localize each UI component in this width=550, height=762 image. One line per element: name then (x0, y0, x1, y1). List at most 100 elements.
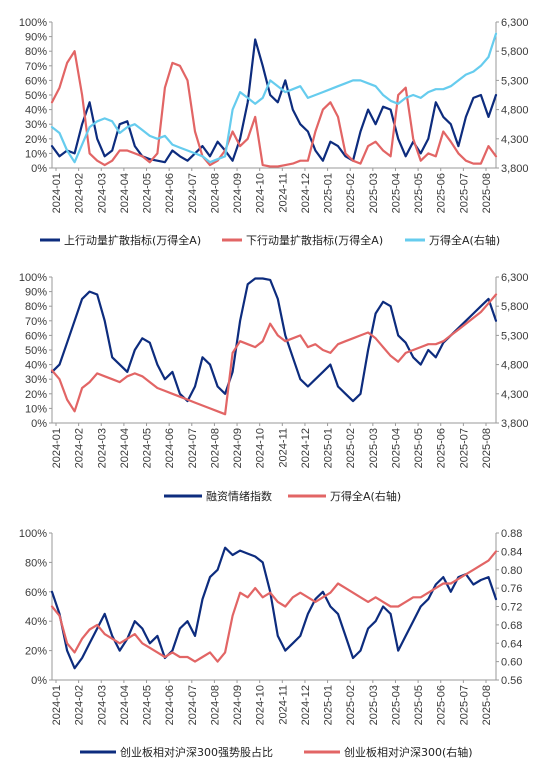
x-tick-label: 2025-03 (368, 173, 380, 213)
left-tick-label: 60% (25, 75, 47, 87)
right-tick-label: 0.64 (501, 638, 522, 650)
left-tick-label: 70% (25, 316, 47, 328)
right-tick-label: 5,300 (501, 75, 529, 87)
legend-label-2: 下行动量扩散指标(万得全A) (246, 233, 383, 247)
legend-label-1: 上行动量扩散指标(万得全A) (64, 233, 201, 247)
right-tick-label: 4,300 (501, 134, 529, 146)
right-tick-label: 0.68 (501, 620, 522, 632)
series-line-1 (50, 38, 498, 164)
x-tick-label: 2025-05 (413, 173, 425, 213)
left-tick-label: 30% (25, 119, 47, 131)
x-tick-label: 2025-04 (390, 428, 402, 468)
x-tick-label: 2024-11 (277, 685, 289, 725)
x-tick-label: 2024-03 (96, 685, 108, 725)
right-tick-label: 0.80 (501, 565, 522, 577)
left-tick-label: 0% (31, 418, 47, 430)
x-tick-label: 2025-04 (390, 173, 402, 213)
series-line-2 (50, 50, 498, 168)
right-tick-label: 5,300 (501, 330, 529, 342)
x-tick-label: 2024-04 (119, 173, 131, 213)
right-tick-label: 0.56 (501, 675, 522, 687)
x-tick-label: 2024-11 (277, 173, 289, 213)
left-tick-label: 20% (25, 389, 47, 401)
x-tick-label: 2024-09 (232, 685, 244, 725)
x-tick-label: 2025-06 (436, 685, 448, 725)
right-tick-label: 3,800 (501, 163, 529, 175)
left-tick-label: 60% (25, 587, 47, 599)
x-tick-label: 2024-08 (209, 173, 221, 213)
x-tick-label: 2025-01 (323, 685, 335, 725)
x-tick-label: 2024-05 (142, 173, 154, 213)
x-tick-label: 2024-09 (232, 173, 244, 213)
x-tick-label: 2024-05 (142, 428, 154, 468)
left-tick-label: 20% (25, 646, 47, 658)
x-tick-label: 2024-12 (300, 173, 312, 213)
x-tick-label: 2024-06 (164, 428, 176, 468)
x-tick-label: 2025-08 (481, 685, 493, 725)
x-tick-label: 2024-12 (300, 685, 312, 725)
left-tick-label: 10% (25, 148, 47, 160)
x-tick-label: 2024-07 (187, 685, 199, 725)
x-tick-label: 2024-01 (51, 173, 63, 213)
right-tick-label: 4,800 (501, 360, 529, 372)
left-tick-label: 10% (25, 403, 47, 415)
x-tick-label: 2024-01 (51, 685, 63, 725)
right-tick-label: 0.60 (501, 657, 522, 669)
x-tick-label: 2024-12 (300, 428, 312, 468)
x-tick-label: 2025-01 (323, 428, 335, 468)
x-tick-label: 2024-02 (74, 428, 86, 468)
x-tick-label: 2024-06 (164, 173, 176, 213)
x-tick-label: 2024-04 (119, 428, 131, 468)
x-tick-label: 2024-03 (96, 173, 108, 213)
x-tick-label: 2025-02 (345, 428, 357, 468)
left-tick-label: 20% (25, 134, 47, 146)
x-tick-label: 2025-03 (368, 428, 380, 468)
right-tick-label: 0.88 (501, 528, 522, 540)
right-tick-label: 6,300 (501, 272, 529, 284)
x-tick-label: 2025-05 (413, 428, 425, 468)
right-tick-label: 5,800 (501, 301, 529, 313)
x-tick-label: 2025-08 (481, 173, 493, 213)
left-tick-label: 40% (25, 616, 47, 628)
series-line-1 (50, 277, 498, 403)
left-tick-label: 80% (25, 557, 47, 569)
x-tick-label: 2024-07 (187, 173, 199, 213)
x-tick-label: 2025-03 (368, 685, 380, 725)
x-tick-label: 2024-10 (255, 685, 267, 725)
x-tick-label: 2025-07 (458, 685, 470, 725)
left-tick-label: 50% (25, 345, 47, 357)
x-tick-label: 2024-01 (51, 428, 63, 468)
left-tick-label: 90% (25, 32, 47, 44)
x-tick-label: 2025-07 (458, 173, 470, 213)
series-line-2 (50, 293, 498, 416)
right-tick-label: 0.72 (501, 602, 522, 614)
x-tick-label: 2024-05 (142, 685, 154, 725)
x-tick-label: 2024-08 (209, 428, 221, 468)
left-tick-label: 90% (25, 287, 47, 299)
left-tick-label: 40% (25, 360, 47, 372)
x-tick-label: 2024-07 (187, 428, 199, 468)
x-tick-label: 2024-11 (277, 428, 289, 468)
x-tick-label: 2025-05 (413, 685, 425, 725)
x-tick-label: 2025-01 (323, 173, 335, 213)
x-tick-label: 2024-02 (74, 685, 86, 725)
left-tick-label: 40% (25, 105, 47, 117)
right-tick-label: 0.84 (501, 546, 522, 558)
legend-label-3: 万得全A(右轴) (429, 233, 500, 247)
legend-label-1: 融资情绪指数 (206, 489, 272, 503)
left-tick-label: 100% (19, 528, 47, 540)
series-line-1 (50, 546, 498, 670)
series-line-3 (50, 32, 498, 164)
right-tick-label: 4,800 (501, 105, 529, 117)
left-tick-label: 60% (25, 330, 47, 342)
x-tick-label: 2025-02 (345, 685, 357, 725)
right-tick-label: 6,300 (501, 17, 529, 29)
x-tick-label: 2025-04 (390, 685, 402, 725)
x-tick-label: 2025-08 (481, 428, 493, 468)
x-tick-label: 2024-03 (96, 428, 108, 468)
left-tick-label: 100% (19, 17, 47, 29)
left-tick-label: 80% (25, 46, 47, 58)
left-tick-label: 30% (25, 374, 47, 386)
left-tick-label: 50% (25, 90, 47, 102)
legend-label-2: 创业板相对沪深300(右轴) (344, 745, 473, 759)
